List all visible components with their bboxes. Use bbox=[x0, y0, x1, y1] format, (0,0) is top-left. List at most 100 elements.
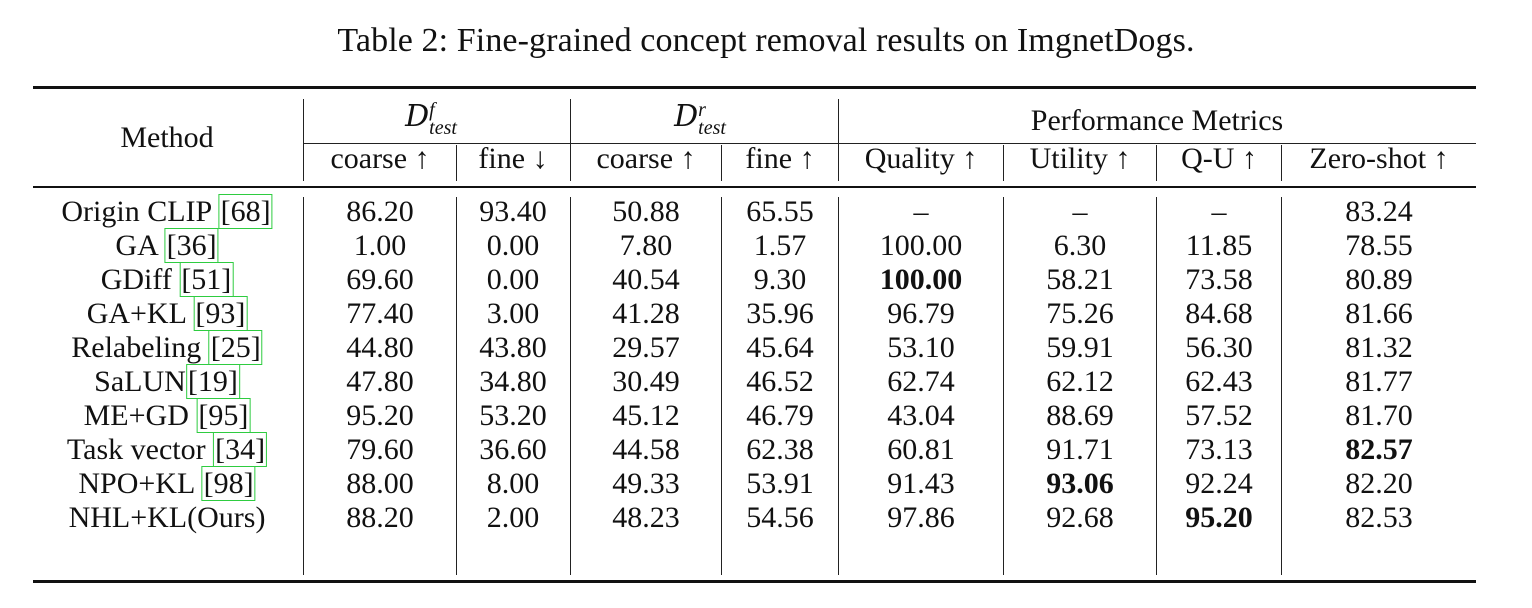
citation-link[interactable]: [34] bbox=[213, 432, 268, 467]
subheader-utility: Utility ↑ bbox=[1029, 142, 1131, 175]
method-name: GA+KL [93] bbox=[86, 296, 248, 331]
table-cell: 88.00 bbox=[346, 467, 414, 500]
subheader-zero-shot: Zero-shot ↑ bbox=[1309, 142, 1449, 175]
table-cell: 29.57 bbox=[612, 331, 680, 364]
table-cell: 84.68 bbox=[1185, 297, 1253, 330]
table-cell: 88.69 bbox=[1046, 399, 1114, 432]
table-cell: 82.57 bbox=[1345, 433, 1413, 466]
method-label: GDiff bbox=[100, 263, 180, 296]
method-label: NHL+KL(Ours) bbox=[68, 501, 266, 534]
col-separator-retain-body bbox=[838, 197, 839, 575]
table-cell: 69.60 bbox=[346, 263, 414, 296]
col-separator-retain bbox=[838, 99, 839, 181]
forget-set-sup: f bbox=[429, 99, 435, 121]
table-cell: 41.28 bbox=[612, 297, 680, 330]
citation-link[interactable]: [95] bbox=[196, 398, 251, 433]
table-cell: 92.24 bbox=[1185, 467, 1253, 500]
subheader-retain-fine: fine ↑ bbox=[745, 142, 815, 175]
table-cell: 93.06 bbox=[1046, 467, 1114, 500]
table-cell: 56.30 bbox=[1185, 331, 1253, 364]
subheader-q-u: Q-U ↑ bbox=[1181, 142, 1257, 175]
col-separator-method-body bbox=[303, 197, 304, 575]
table-cell: 80.89 bbox=[1345, 263, 1413, 296]
retain-set-sup: r bbox=[698, 99, 706, 121]
table-cell: 78.55 bbox=[1345, 229, 1413, 262]
citation-link[interactable]: [51] bbox=[179, 262, 234, 297]
table-cell: 60.81 bbox=[887, 433, 955, 466]
method-label: Task vector bbox=[66, 433, 214, 466]
subheader-quality: Quality ↑ bbox=[864, 142, 978, 175]
table-cell: 73.58 bbox=[1185, 263, 1253, 296]
table-cell: 34.80 bbox=[479, 365, 547, 398]
subcol-separator-1-body bbox=[456, 197, 457, 575]
method-name: NHL+KL(Ours) bbox=[69, 501, 266, 535]
table-caption: Table 2: Fine-grained concept removal re… bbox=[337, 22, 1195, 59]
citation-link[interactable]: [25] bbox=[208, 330, 263, 365]
table-cell: 11.85 bbox=[1185, 229, 1253, 262]
table-cell: 92.68 bbox=[1046, 501, 1114, 534]
table-cell: 97.86 bbox=[887, 501, 955, 534]
table-cell: 82.53 bbox=[1345, 501, 1413, 534]
subcol-separator-5-body bbox=[1281, 197, 1282, 575]
table-cell: 81.70 bbox=[1345, 399, 1413, 432]
table-cell: 86.20 bbox=[346, 195, 414, 228]
citation-link[interactable]: [98] bbox=[201, 466, 256, 501]
citation-link[interactable]: [36] bbox=[164, 228, 219, 263]
table-cell: 82.20 bbox=[1345, 467, 1413, 500]
method-label: GA+KL bbox=[86, 297, 194, 330]
table-cell: 100.00 bbox=[879, 229, 963, 262]
table-cell: 44.58 bbox=[612, 433, 680, 466]
table-cell: 49.33 bbox=[612, 467, 680, 500]
table-cell: – bbox=[1211, 195, 1227, 228]
table-cell: 53.10 bbox=[887, 331, 955, 364]
method-name: Origin CLIP [68] bbox=[61, 194, 273, 229]
subcol-separator-3-body bbox=[1003, 197, 1004, 575]
table-cell: 88.20 bbox=[346, 501, 414, 534]
table-cell: 53.20 bbox=[479, 399, 547, 432]
col-separator-method bbox=[303, 99, 304, 181]
table-cell: – bbox=[1072, 195, 1088, 228]
method-name: GDiff [51] bbox=[100, 262, 234, 297]
table-cell: 83.24 bbox=[1345, 195, 1413, 228]
citation-link[interactable]: [19] bbox=[185, 364, 240, 399]
table-cell: 57.52 bbox=[1185, 399, 1253, 432]
table-top-rule bbox=[33, 86, 1476, 89]
table-cell: 59.91 bbox=[1046, 331, 1114, 364]
subheader-forget-fine: fine ↓ bbox=[478, 142, 548, 175]
citation-link[interactable]: [93] bbox=[193, 296, 248, 331]
header-method: Method bbox=[120, 121, 214, 154]
table-cell: 91.71 bbox=[1046, 433, 1114, 466]
method-label: SaLUN bbox=[94, 365, 186, 398]
table-cell: 43.80 bbox=[479, 331, 547, 364]
table-cell: 54.56 bbox=[746, 501, 814, 534]
subcol-separator-4-body bbox=[1156, 197, 1157, 575]
table-cell: 81.32 bbox=[1345, 331, 1413, 364]
table-cell: 1.00 bbox=[353, 229, 407, 262]
subcol-separator-1 bbox=[456, 145, 457, 181]
table-cell: 36.60 bbox=[479, 433, 547, 466]
table-cell: 62.74 bbox=[887, 365, 955, 398]
table-cell: 7.80 bbox=[619, 229, 673, 262]
table-cell: 46.79 bbox=[746, 399, 814, 432]
method-label: Relabeling bbox=[71, 331, 209, 364]
subheader-retain-coarse: coarse ↑ bbox=[596, 142, 696, 175]
table-header-rule bbox=[33, 186, 1476, 188]
method-name: GA [36] bbox=[115, 228, 219, 263]
table-cell: 44.80 bbox=[346, 331, 414, 364]
forget-set-sub: test bbox=[429, 117, 457, 139]
table-cell: 91.43 bbox=[887, 467, 955, 500]
method-label: ME+GD bbox=[83, 399, 197, 432]
table-cell: 2.00 bbox=[486, 501, 540, 534]
citation-link[interactable]: [68] bbox=[218, 194, 273, 229]
col-separator-forget-body bbox=[570, 197, 571, 575]
table-cell: 100.00 bbox=[879, 263, 963, 296]
table-cell: 45.64 bbox=[746, 331, 814, 364]
table-cell: 9.30 bbox=[753, 263, 807, 296]
method-name: SaLUN[19] bbox=[94, 364, 240, 399]
subcol-separator-4 bbox=[1156, 145, 1157, 181]
table-cell: 73.13 bbox=[1185, 433, 1253, 466]
table-cell: 79.60 bbox=[346, 433, 414, 466]
method-name: NPO+KL [98] bbox=[78, 466, 256, 501]
